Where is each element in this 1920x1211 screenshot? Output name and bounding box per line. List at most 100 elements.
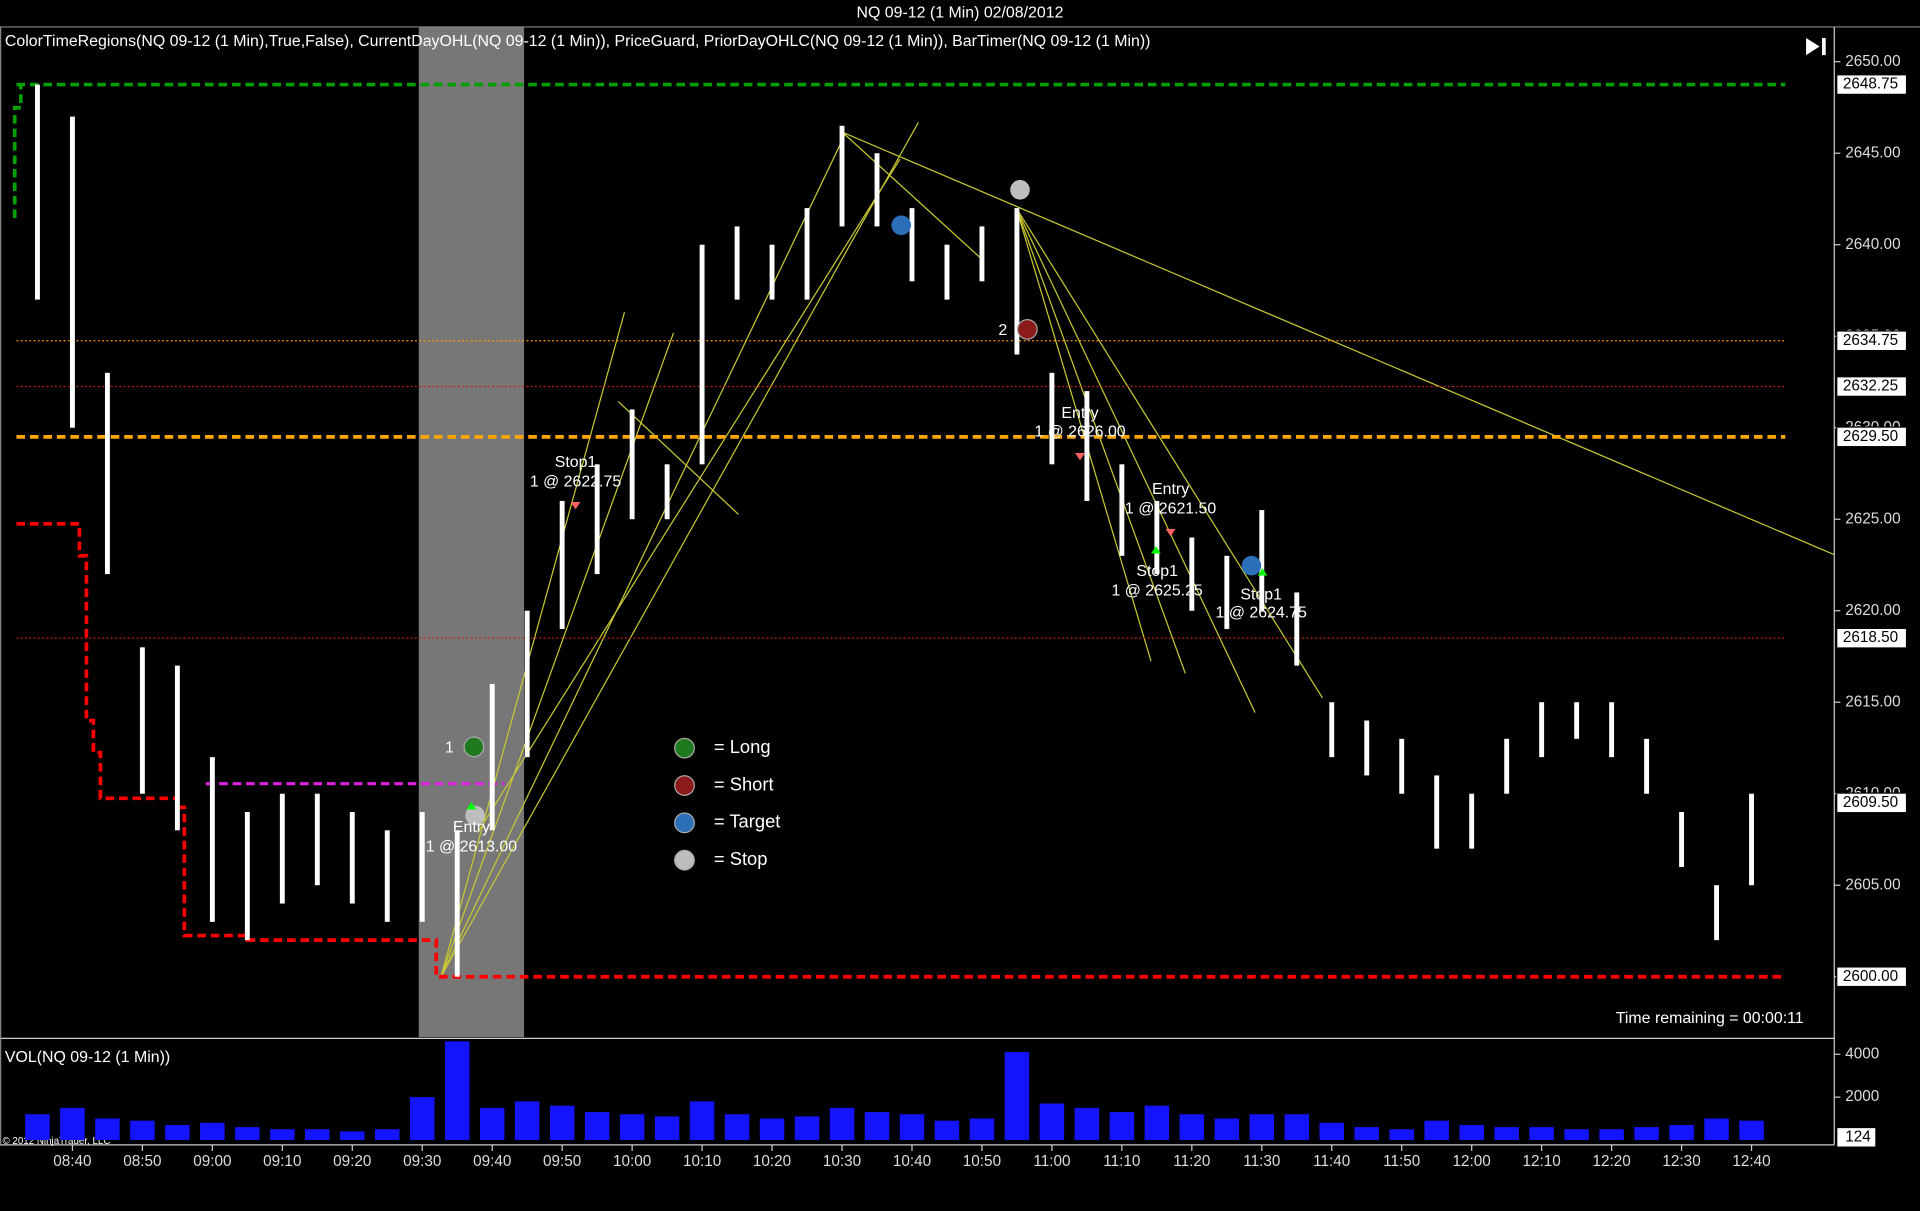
trendline	[842, 131, 1835, 556]
volume-bar	[1634, 1127, 1659, 1140]
play-icon[interactable]	[1822, 37, 1826, 56]
price-marker-label: 2648.75	[1843, 76, 1898, 93]
volume-bar	[305, 1129, 330, 1140]
volume-bar	[934, 1120, 960, 1140]
volume-bar	[829, 1107, 855, 1140]
current-day-low	[16, 521, 1786, 979]
price-bar	[594, 464, 600, 575]
volume-bar	[1494, 1127, 1519, 1140]
x-tick-label: 11:00	[1033, 1153, 1070, 1170]
x-tick-label: 10:20	[753, 1153, 791, 1170]
price-bar	[1189, 537, 1195, 611]
price-bar	[1294, 592, 1300, 666]
price-bar	[419, 812, 425, 922]
legend-label: = Target	[714, 811, 781, 832]
price-bar	[699, 244, 705, 465]
trade-markers	[463, 179, 1268, 826]
price-bar	[1714, 885, 1720, 941]
price-bar	[139, 647, 145, 794]
price-bar	[1539, 702, 1545, 758]
price-bar	[279, 793, 285, 904]
volume-bar	[619, 1114, 645, 1140]
price-bar	[804, 208, 810, 300]
price-bar	[1574, 702, 1580, 739]
price-bar	[1434, 775, 1440, 849]
trendline	[440, 312, 626, 978]
price-bar	[314, 793, 320, 886]
price-bar	[174, 665, 180, 831]
x-tick-label: 12:10	[1523, 1153, 1561, 1170]
volume-bar	[1599, 1129, 1624, 1140]
y-tick-label: 2620.00	[1845, 602, 1900, 619]
indicator-list: ColorTimeRegions(NQ 09-12 (1 Min),True,F…	[5, 33, 1151, 50]
x-tick-label: 12:40	[1732, 1153, 1770, 1170]
stop-marker	[1010, 179, 1030, 200]
y-tick-label: 2625.00	[1845, 510, 1900, 527]
trendline	[1015, 207, 1256, 713]
price-marker-label: 2609.50	[1843, 794, 1898, 811]
legend-swatch	[674, 812, 695, 834]
x-tick-label: 09:00	[193, 1153, 231, 1170]
trade-label: Entry	[1152, 481, 1189, 498]
play-icon[interactable]	[1806, 37, 1820, 56]
volume-bar	[1214, 1118, 1240, 1140]
price-bar	[559, 500, 565, 630]
price-bar	[874, 153, 880, 227]
copyright: © 2012 NinjaTrader, LLC	[2, 1136, 110, 1147]
long-marker	[463, 736, 485, 758]
trade-label: 1 @ 2625.25	[1111, 583, 1202, 600]
price-bar	[1224, 555, 1230, 630]
trendline	[1015, 207, 1152, 662]
y-tick-label: 2640.00	[1845, 236, 1900, 253]
price-bar	[1364, 720, 1370, 776]
x-tick-label: 11:10	[1103, 1153, 1140, 1170]
annotations: 1 2 Entry 1 @ 2613.00 Stop1 1 @ 2622.75 …	[426, 322, 1307, 856]
window-title: NQ 09-12 (1 Min) 02/08/2012	[857, 5, 1064, 22]
time-region	[418, 26, 525, 1038]
legend-swatch	[674, 775, 695, 796]
price-bar	[454, 830, 460, 977]
volume-bar	[654, 1116, 680, 1140]
price-bar	[1154, 500, 1160, 575]
volume-bar	[689, 1101, 715, 1140]
x-tick-label: 11:50	[1383, 1153, 1420, 1170]
trade-number: 2	[998, 322, 1007, 339]
legend-label: = Short	[714, 773, 774, 794]
play-button[interactable]	[1806, 37, 1826, 56]
price-bar	[1644, 738, 1650, 794]
y-tick-label: 2650.00	[1845, 53, 1900, 70]
volume-bar	[1704, 1118, 1729, 1140]
x-tick-label: 11:20	[1173, 1153, 1210, 1170]
volume-bar	[864, 1112, 890, 1140]
legend-label: = Long	[714, 736, 771, 757]
price-marker-label: 2600.00	[1843, 968, 1898, 985]
volume-bar	[130, 1120, 155, 1140]
x-tick-label: 09:20	[333, 1153, 371, 1170]
price-bar	[839, 125, 845, 227]
price-bar	[734, 226, 740, 300]
price-marker	[1836, 966, 1908, 988]
x-tick-label: 08:50	[123, 1153, 161, 1170]
trendline	[440, 332, 675, 978]
x-tick-label: 10:50	[963, 1153, 1001, 1170]
trade-label: Entry	[453, 819, 490, 836]
volume-bar	[25, 1114, 50, 1140]
price-bar	[664, 464, 670, 520]
trendline	[617, 401, 739, 515]
y-tick-label: 2605.00	[1845, 876, 1900, 893]
legend-swatch	[674, 737, 695, 759]
volume-bar	[1459, 1124, 1484, 1140]
volume-bar	[1529, 1127, 1554, 1140]
volume-title: VOL(NQ 09-12 (1 Min))	[5, 1049, 170, 1066]
price-marker-label: 2618.50	[1843, 629, 1898, 646]
x-tick-label: 09:40	[473, 1153, 511, 1170]
volume-bar	[479, 1107, 505, 1140]
volume-bar	[409, 1097, 435, 1140]
price-marker	[1836, 376, 1908, 397]
trendline	[440, 134, 846, 978]
price-marker	[1836, 792, 1908, 814]
x-tick-label: 10:30	[823, 1153, 861, 1170]
volume-bar	[1319, 1122, 1345, 1140]
price-bar	[1469, 793, 1475, 849]
